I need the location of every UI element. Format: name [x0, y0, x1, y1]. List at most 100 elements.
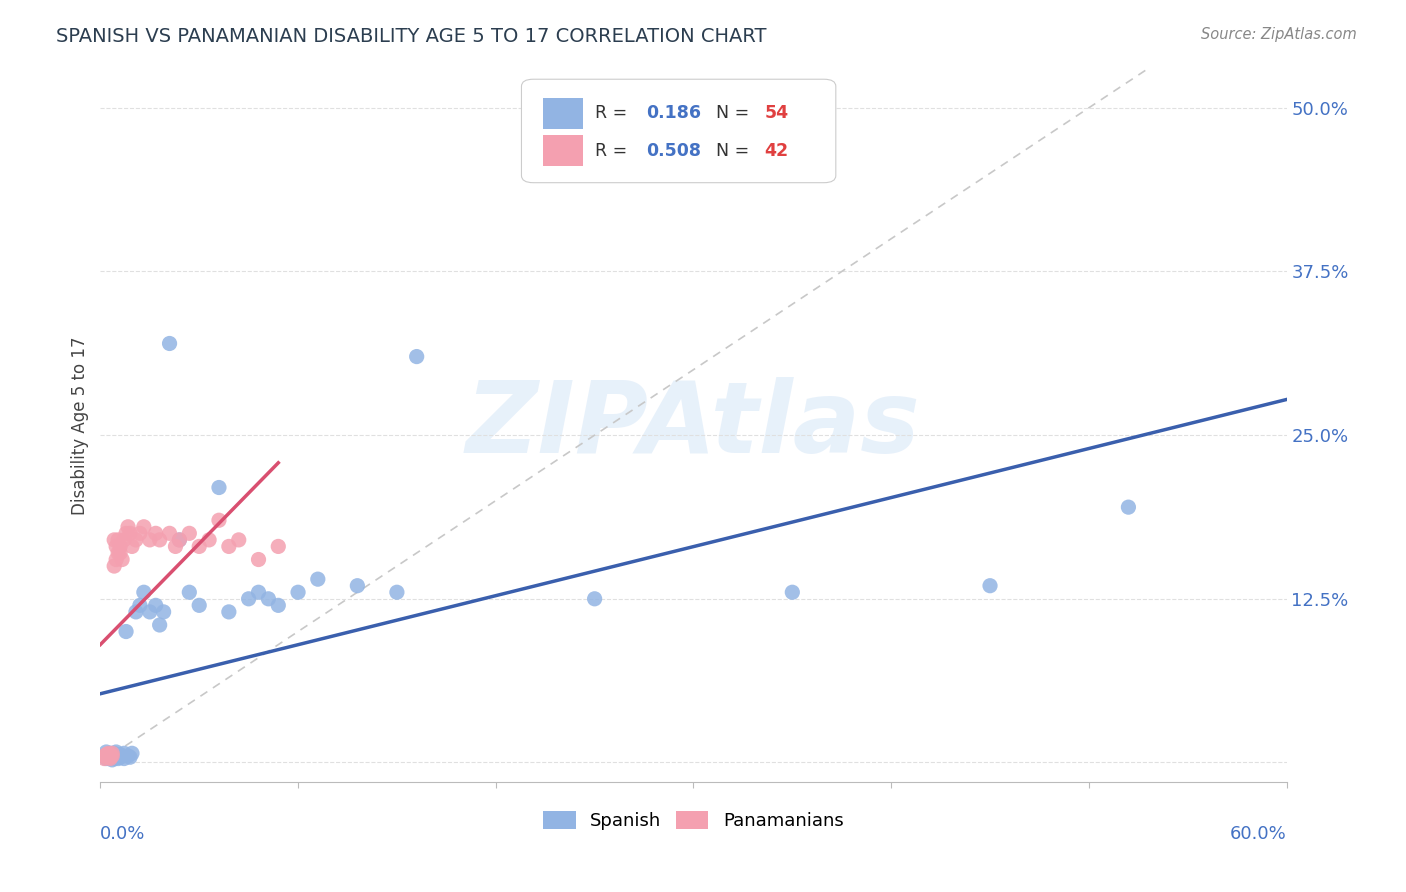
Point	[188, 599, 211, 613]
Point	[97, 747, 120, 762]
Point	[1118, 500, 1140, 515]
Point	[101, 750, 124, 764]
Point	[98, 750, 121, 764]
Point	[97, 747, 120, 761]
Point	[117, 748, 139, 763]
Point	[267, 599, 290, 613]
Y-axis label: Disability Age 5 to 17: Disability Age 5 to 17	[72, 336, 89, 515]
Point	[112, 533, 135, 547]
Point	[111, 748, 134, 763]
Point	[165, 540, 187, 554]
Text: Source: ZipAtlas.com: Source: ZipAtlas.com	[1201, 27, 1357, 42]
Point	[287, 585, 309, 599]
Point	[139, 533, 162, 547]
Point	[169, 533, 191, 547]
Point	[159, 336, 181, 351]
Point	[93, 748, 115, 763]
Point	[98, 747, 121, 762]
Point	[121, 747, 143, 761]
Point	[132, 520, 155, 534]
Point	[152, 605, 174, 619]
Point	[128, 526, 150, 541]
Point	[96, 751, 118, 765]
Text: R =: R =	[595, 142, 633, 160]
Point	[115, 624, 138, 639]
Point	[267, 540, 290, 554]
Point	[98, 748, 121, 763]
Point	[228, 533, 250, 547]
Point	[105, 745, 128, 759]
Text: ZIPAtlas: ZIPAtlas	[467, 376, 921, 474]
Point	[125, 533, 148, 547]
Text: 0.508: 0.508	[645, 142, 702, 160]
Point	[107, 748, 129, 763]
Point	[159, 526, 181, 541]
Point	[179, 526, 201, 541]
Point	[105, 552, 128, 566]
Point	[93, 751, 115, 765]
Point	[208, 513, 231, 527]
Point	[139, 605, 162, 619]
Point	[105, 747, 128, 762]
Point	[257, 591, 280, 606]
Point	[149, 533, 172, 547]
Point	[218, 540, 240, 554]
Point	[93, 748, 115, 763]
Point	[179, 585, 201, 599]
Point	[125, 605, 148, 619]
Text: R =: R =	[595, 104, 633, 122]
Point	[108, 750, 131, 764]
Point	[107, 546, 129, 560]
FancyBboxPatch shape	[543, 135, 583, 166]
Point	[169, 533, 191, 547]
Point	[103, 559, 125, 574]
Point	[145, 599, 167, 613]
Point	[128, 599, 150, 613]
Point	[118, 526, 141, 541]
Point	[346, 579, 368, 593]
Point	[103, 533, 125, 547]
Point	[385, 585, 408, 599]
Point	[103, 748, 125, 763]
Point	[97, 748, 120, 763]
Point	[97, 750, 120, 764]
Point	[208, 481, 231, 495]
Point	[405, 350, 427, 364]
Point	[103, 751, 125, 765]
Point	[105, 540, 128, 554]
Point	[101, 753, 124, 767]
Point	[247, 585, 270, 599]
Point	[103, 747, 125, 761]
Point	[307, 572, 329, 586]
Point	[111, 552, 134, 566]
Point	[238, 591, 260, 606]
Point	[149, 618, 172, 632]
FancyBboxPatch shape	[522, 79, 835, 183]
Point	[218, 605, 240, 619]
Point	[115, 526, 138, 541]
Legend: Spanish, Panamanians: Spanish, Panamanians	[536, 804, 851, 838]
Point	[107, 533, 129, 547]
Point	[145, 526, 167, 541]
Point	[98, 751, 121, 765]
Point	[782, 585, 804, 599]
FancyBboxPatch shape	[543, 98, 583, 129]
Text: N =: N =	[706, 142, 755, 160]
Point	[117, 520, 139, 534]
Text: 60.0%: 60.0%	[1230, 825, 1286, 843]
Point	[107, 751, 129, 765]
Point	[583, 591, 606, 606]
Point	[108, 540, 131, 554]
Point	[98, 751, 121, 765]
Text: 42: 42	[765, 142, 789, 160]
Point	[112, 747, 135, 761]
Text: N =: N =	[706, 104, 755, 122]
Point	[198, 533, 221, 547]
Point	[101, 747, 124, 761]
Text: 54: 54	[765, 104, 789, 122]
Text: 0.186: 0.186	[645, 104, 702, 122]
Point	[108, 546, 131, 560]
Text: SPANISH VS PANAMANIAN DISABILITY AGE 5 TO 17 CORRELATION CHART: SPANISH VS PANAMANIAN DISABILITY AGE 5 T…	[56, 27, 766, 45]
Point	[98, 747, 121, 761]
Point	[96, 750, 118, 764]
